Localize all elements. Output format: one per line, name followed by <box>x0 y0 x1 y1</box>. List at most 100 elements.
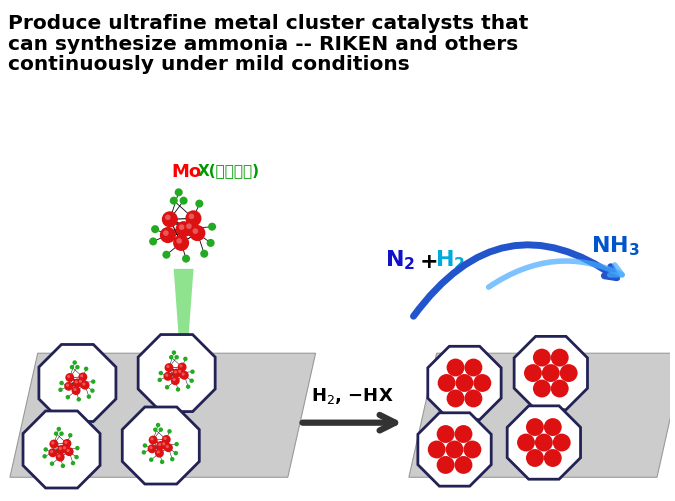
Circle shape <box>544 449 562 467</box>
Polygon shape <box>39 345 116 422</box>
Circle shape <box>149 238 157 246</box>
Circle shape <box>68 433 72 438</box>
Text: continuously under mild conditions: continuously under mild conditions <box>8 56 410 74</box>
Circle shape <box>170 457 174 461</box>
Circle shape <box>148 436 157 444</box>
Circle shape <box>169 355 173 360</box>
Circle shape <box>176 238 182 244</box>
Circle shape <box>464 441 481 458</box>
Circle shape <box>157 378 162 382</box>
Circle shape <box>50 461 54 466</box>
Circle shape <box>454 425 472 443</box>
Circle shape <box>165 363 173 372</box>
Circle shape <box>174 371 177 374</box>
Circle shape <box>182 373 185 376</box>
Circle shape <box>75 446 80 450</box>
Polygon shape <box>507 406 580 479</box>
Polygon shape <box>514 337 587 410</box>
Circle shape <box>67 375 70 378</box>
Circle shape <box>437 374 456 392</box>
Circle shape <box>171 376 180 385</box>
Circle shape <box>186 385 190 389</box>
Polygon shape <box>428 347 501 420</box>
Circle shape <box>61 464 65 468</box>
Polygon shape <box>138 335 215 412</box>
Circle shape <box>164 443 173 452</box>
Circle shape <box>560 364 578 382</box>
Circle shape <box>174 355 179 360</box>
Circle shape <box>551 380 568 398</box>
Circle shape <box>165 374 168 377</box>
Circle shape <box>59 381 64 385</box>
Circle shape <box>65 447 74 456</box>
Polygon shape <box>122 407 199 484</box>
Circle shape <box>174 442 179 446</box>
Circle shape <box>149 457 153 462</box>
Circle shape <box>65 373 74 382</box>
Circle shape <box>544 418 562 436</box>
Circle shape <box>176 387 180 392</box>
Polygon shape <box>418 413 491 486</box>
Polygon shape <box>10 354 316 477</box>
Circle shape <box>59 447 62 450</box>
Circle shape <box>160 227 176 243</box>
Circle shape <box>163 231 169 236</box>
Circle shape <box>43 454 47 458</box>
Circle shape <box>67 449 70 452</box>
Circle shape <box>180 365 182 368</box>
Circle shape <box>456 374 473 392</box>
Circle shape <box>61 444 70 453</box>
Circle shape <box>82 383 86 386</box>
Text: $\mathbf{H_2}$: $\mathbf{H_2}$ <box>435 248 465 272</box>
Circle shape <box>464 359 483 377</box>
Circle shape <box>153 427 157 432</box>
Circle shape <box>163 251 170 259</box>
Circle shape <box>148 444 157 453</box>
Circle shape <box>162 442 165 445</box>
Circle shape <box>71 461 75 465</box>
FancyArrowPatch shape <box>414 245 617 317</box>
Circle shape <box>57 427 61 431</box>
Circle shape <box>524 364 542 382</box>
Circle shape <box>159 371 163 376</box>
Circle shape <box>74 388 76 391</box>
Circle shape <box>428 441 446 458</box>
Text: can synthesize ammonia -- RIKEN and others: can synthesize ammonia -- RIKEN and othe… <box>8 35 518 54</box>
Circle shape <box>192 229 198 234</box>
Circle shape <box>526 449 544 467</box>
Circle shape <box>175 189 183 197</box>
Circle shape <box>176 368 185 377</box>
Circle shape <box>64 441 68 444</box>
Text: Mo: Mo <box>171 162 202 180</box>
Circle shape <box>151 437 154 440</box>
Circle shape <box>72 361 77 365</box>
Circle shape <box>182 255 190 263</box>
Circle shape <box>446 441 464 458</box>
Circle shape <box>542 364 560 382</box>
Circle shape <box>80 381 90 390</box>
Circle shape <box>447 390 464 408</box>
Circle shape <box>437 456 454 474</box>
Circle shape <box>167 429 171 434</box>
Text: H$_2$, −HX: H$_2$, −HX <box>311 385 394 405</box>
Circle shape <box>171 351 176 355</box>
Circle shape <box>56 453 65 461</box>
Circle shape <box>155 449 164 458</box>
Circle shape <box>76 397 81 402</box>
Circle shape <box>54 431 58 436</box>
Circle shape <box>91 380 95 384</box>
Circle shape <box>173 235 189 252</box>
Circle shape <box>183 221 199 237</box>
Circle shape <box>58 388 63 392</box>
Circle shape <box>533 349 551 367</box>
Circle shape <box>78 373 87 382</box>
Text: X(ハロゲン): X(ハロゲン) <box>198 162 259 177</box>
Circle shape <box>149 446 153 449</box>
Circle shape <box>74 455 79 459</box>
Circle shape <box>142 450 146 455</box>
Circle shape <box>178 363 186 372</box>
Circle shape <box>65 395 70 400</box>
Circle shape <box>59 431 63 436</box>
Circle shape <box>84 367 88 371</box>
Circle shape <box>188 214 194 220</box>
